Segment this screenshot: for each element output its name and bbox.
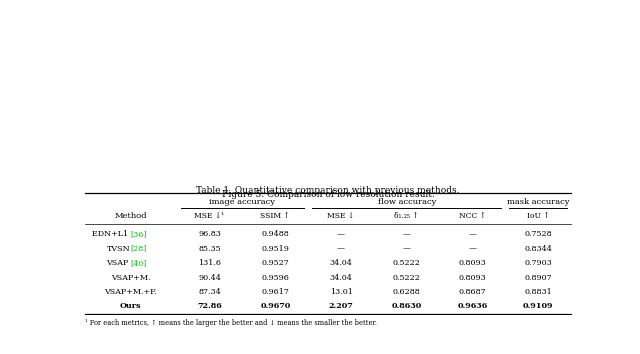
Text: EDN+L1: EDN+L1 bbox=[92, 230, 131, 238]
Text: [36]: [36] bbox=[131, 230, 147, 238]
Text: image accuracy: image accuracy bbox=[209, 198, 275, 206]
Text: MSE ↓¹: MSE ↓¹ bbox=[195, 212, 225, 220]
Text: 0.9488: 0.9488 bbox=[261, 230, 289, 238]
Text: TVSN: TVSN bbox=[108, 245, 131, 253]
Text: —: — bbox=[403, 245, 411, 253]
Text: 0.9636: 0.9636 bbox=[458, 302, 488, 310]
Text: 85.35: 85.35 bbox=[198, 245, 221, 253]
Text: —: — bbox=[468, 230, 476, 238]
Text: 13.01: 13.01 bbox=[330, 288, 353, 296]
Text: 0.9109: 0.9109 bbox=[523, 302, 554, 310]
Text: 0.8344: 0.8344 bbox=[524, 245, 552, 253]
Text: —: — bbox=[468, 245, 476, 253]
Text: 131.6: 131.6 bbox=[198, 259, 221, 267]
Text: 96.83: 96.83 bbox=[198, 230, 221, 238]
Text: 0.6288: 0.6288 bbox=[393, 288, 420, 296]
Text: 0.9519: 0.9519 bbox=[261, 245, 289, 253]
Text: VSAP: VSAP bbox=[106, 259, 131, 267]
Text: 0.5222: 0.5222 bbox=[393, 274, 420, 281]
Text: ¹ For each metrics, ↑ means the larger the better and ↓ means the smaller the be: ¹ For each metrics, ↑ means the larger t… bbox=[85, 319, 377, 327]
Text: 87.34: 87.34 bbox=[198, 288, 221, 296]
Text: 0.9596: 0.9596 bbox=[261, 274, 289, 281]
Text: 0.8630: 0.8630 bbox=[392, 302, 422, 310]
Text: mask accuracy: mask accuracy bbox=[507, 198, 570, 206]
Text: δ₁.₂₅ ↑: δ₁.₂₅ ↑ bbox=[394, 212, 419, 220]
Text: 0.9670: 0.9670 bbox=[260, 302, 291, 310]
Text: 0.5222: 0.5222 bbox=[393, 259, 420, 267]
Text: 0.8093: 0.8093 bbox=[459, 259, 486, 267]
Text: Table 1. Quantitative comparison with previous methods.: Table 1. Quantitative comparison with pr… bbox=[196, 185, 460, 194]
Text: Method: Method bbox=[115, 212, 147, 220]
Text: 0.9527: 0.9527 bbox=[261, 259, 289, 267]
Text: [28]: [28] bbox=[131, 245, 147, 253]
Text: —: — bbox=[337, 245, 345, 253]
Text: 90.44: 90.44 bbox=[198, 274, 221, 281]
Text: IoU ↑: IoU ↑ bbox=[527, 212, 550, 220]
Text: 0.8907: 0.8907 bbox=[524, 274, 552, 281]
Text: 0.7903: 0.7903 bbox=[524, 259, 552, 267]
Text: —: — bbox=[403, 230, 411, 238]
Text: 0.8831: 0.8831 bbox=[524, 288, 552, 296]
Text: Figure 5. Comparison of low resolution result.: Figure 5. Comparison of low resolution r… bbox=[221, 190, 435, 199]
Text: 0.9617: 0.9617 bbox=[261, 288, 289, 296]
Text: 34.04: 34.04 bbox=[330, 259, 353, 267]
Text: 72.86: 72.86 bbox=[197, 302, 222, 310]
Text: SSIM ↑: SSIM ↑ bbox=[260, 212, 290, 220]
Text: VSAP+M.+F.: VSAP+M.+F. bbox=[104, 288, 157, 296]
Text: 0.8093: 0.8093 bbox=[459, 274, 486, 281]
Text: Ours: Ours bbox=[120, 302, 141, 310]
Text: VSAP+M.: VSAP+M. bbox=[111, 274, 150, 281]
Text: —: — bbox=[337, 230, 345, 238]
Text: NCC ↑: NCC ↑ bbox=[459, 212, 486, 220]
Text: 2.207: 2.207 bbox=[329, 302, 353, 310]
Text: [40]: [40] bbox=[131, 259, 147, 267]
Text: 0.8687: 0.8687 bbox=[459, 288, 486, 296]
Text: MSE ↓: MSE ↓ bbox=[328, 212, 355, 220]
Text: 0.7528: 0.7528 bbox=[524, 230, 552, 238]
Text: flow accuracy: flow accuracy bbox=[378, 198, 436, 206]
Text: 34.04: 34.04 bbox=[330, 274, 353, 281]
